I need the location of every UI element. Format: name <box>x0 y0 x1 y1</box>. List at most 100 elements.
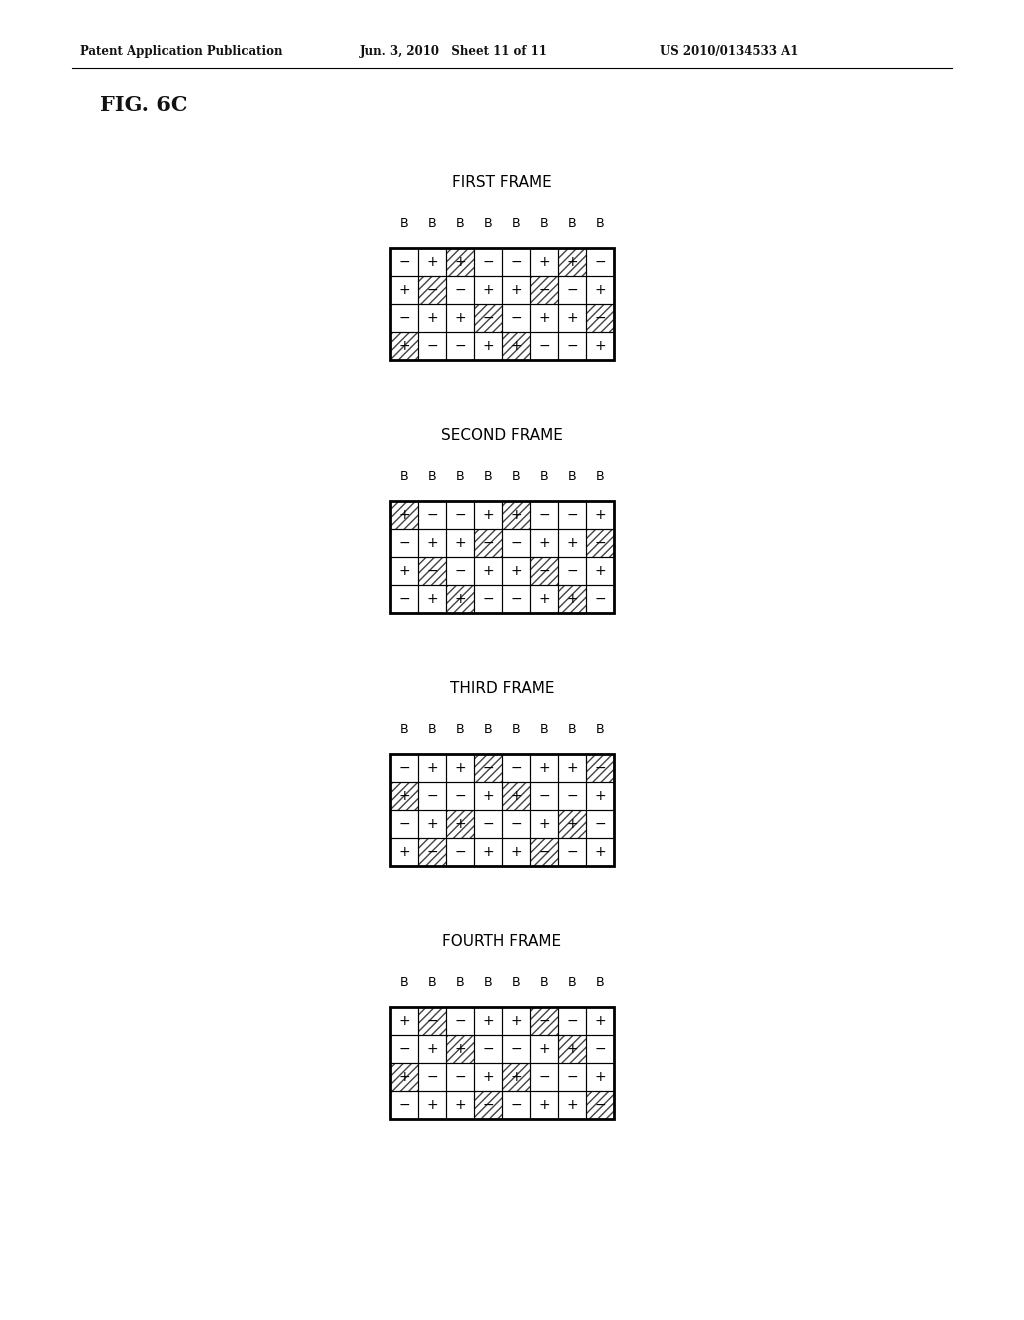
Text: −: − <box>455 564 466 578</box>
Text: +: + <box>539 817 550 832</box>
Text: +: + <box>455 591 466 606</box>
Text: −: − <box>482 1098 494 1111</box>
Bar <box>474 838 502 866</box>
Bar <box>474 529 502 557</box>
Bar <box>474 1063 502 1092</box>
Bar <box>586 248 614 276</box>
Bar <box>390 1063 418 1092</box>
Bar <box>558 838 586 866</box>
Text: −: − <box>566 1014 578 1028</box>
Text: B: B <box>540 723 548 737</box>
Bar <box>390 1063 418 1092</box>
Text: B: B <box>428 216 436 230</box>
Text: +: + <box>510 564 522 578</box>
Bar <box>502 1063 530 1092</box>
Text: −: − <box>398 1041 410 1056</box>
Bar <box>586 810 614 838</box>
Text: −: − <box>455 1071 466 1084</box>
Bar <box>502 1035 530 1063</box>
Bar <box>558 276 586 304</box>
Bar <box>390 838 418 866</box>
Text: +: + <box>594 1071 606 1084</box>
Bar <box>558 1092 586 1119</box>
Bar <box>586 838 614 866</box>
Bar <box>390 585 418 612</box>
Text: −: − <box>482 817 494 832</box>
Bar <box>474 1007 502 1035</box>
Bar <box>390 502 418 529</box>
Text: +: + <box>455 255 466 269</box>
Text: +: + <box>482 282 494 297</box>
Bar <box>390 557 418 585</box>
Text: −: − <box>566 1071 578 1084</box>
Text: −: − <box>566 339 578 352</box>
Bar <box>502 1063 530 1092</box>
Text: +: + <box>426 817 438 832</box>
Bar <box>474 304 502 333</box>
Bar <box>558 810 586 838</box>
Bar <box>530 276 558 304</box>
Text: +: + <box>398 282 410 297</box>
Bar <box>586 585 614 612</box>
Bar <box>502 1007 530 1035</box>
Text: +: + <box>398 1014 410 1028</box>
Bar <box>558 529 586 557</box>
Bar <box>558 838 586 866</box>
Text: −: − <box>539 1071 550 1084</box>
Bar <box>502 781 530 810</box>
Text: Patent Application Publication: Patent Application Publication <box>80 45 283 58</box>
Bar <box>446 1035 474 1063</box>
Bar <box>558 585 586 612</box>
Bar <box>558 1035 586 1063</box>
Bar <box>586 1063 614 1092</box>
Bar <box>558 276 586 304</box>
Bar <box>418 304 446 333</box>
Text: +: + <box>398 789 410 803</box>
Text: −: − <box>510 1098 522 1111</box>
Bar <box>418 585 446 612</box>
Bar <box>530 838 558 866</box>
Text: +: + <box>398 1071 410 1084</box>
Bar <box>502 810 530 838</box>
Bar <box>418 276 446 304</box>
Bar <box>418 1035 446 1063</box>
Bar <box>558 781 586 810</box>
Text: −: − <box>539 282 550 297</box>
Text: −: − <box>426 282 438 297</box>
Bar <box>530 502 558 529</box>
Bar <box>530 557 558 585</box>
Text: +: + <box>594 339 606 352</box>
Bar <box>558 1007 586 1035</box>
Bar <box>586 810 614 838</box>
Text: +: + <box>482 564 494 578</box>
Text: B: B <box>399 216 409 230</box>
Bar <box>558 1063 586 1092</box>
Text: −: − <box>566 508 578 521</box>
Text: B: B <box>512 975 520 989</box>
Bar <box>418 585 446 612</box>
Bar <box>558 1092 586 1119</box>
Bar <box>530 1035 558 1063</box>
Bar <box>446 754 474 781</box>
Text: −: − <box>510 1041 522 1056</box>
Text: +: + <box>566 591 578 606</box>
Bar <box>474 276 502 304</box>
Bar <box>502 248 530 276</box>
Text: US 2010/0134533 A1: US 2010/0134533 A1 <box>660 45 799 58</box>
Text: +: + <box>510 845 522 859</box>
Text: +: + <box>510 282 522 297</box>
Text: −: − <box>539 1014 550 1028</box>
Bar <box>530 585 558 612</box>
Bar <box>502 781 530 810</box>
Text: −: − <box>426 789 438 803</box>
Bar <box>530 838 558 866</box>
Text: −: − <box>539 564 550 578</box>
Bar <box>558 248 586 276</box>
Bar <box>418 276 446 304</box>
Bar <box>558 502 586 529</box>
Text: B: B <box>567 723 577 737</box>
Text: B: B <box>567 975 577 989</box>
Bar <box>530 838 558 866</box>
Bar <box>418 502 446 529</box>
Bar <box>502 754 530 781</box>
